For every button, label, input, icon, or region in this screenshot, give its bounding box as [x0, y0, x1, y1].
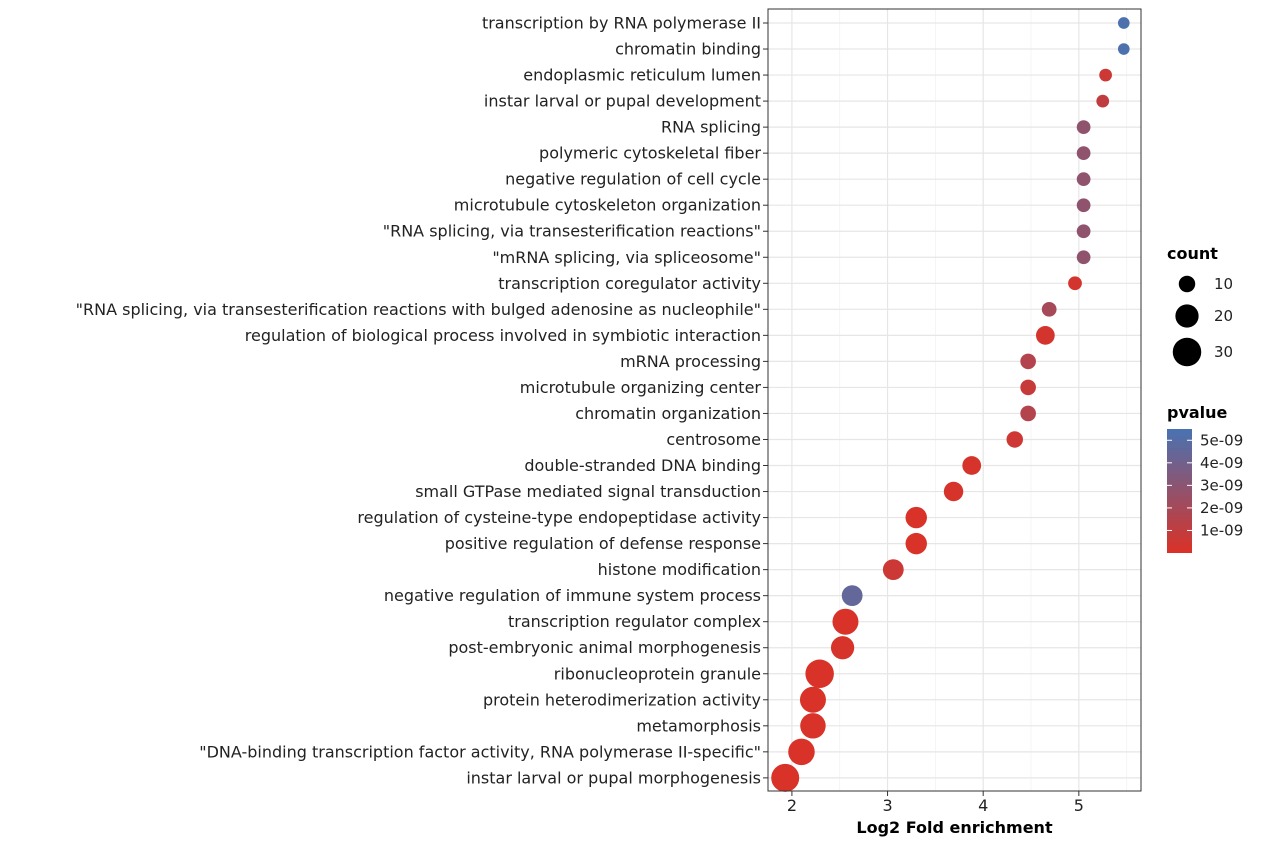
y-tick-label: endoplasmic reticulum lumen — [523, 66, 761, 85]
color-legend: pvalue 5e-09 4e-09 3e-09 2e-09 1e-09 — [1167, 403, 1243, 553]
data-point — [1096, 94, 1110, 108]
data-point — [805, 659, 834, 688]
data-point — [841, 585, 863, 607]
y-tick-label: double-stranded DNA binding — [524, 456, 761, 475]
y-tick-label: "RNA splicing, via transesterification r… — [383, 222, 761, 241]
data-point — [1076, 250, 1091, 265]
y-tick-label: "RNA splicing, via transesterification r… — [76, 300, 761, 319]
data-point — [1076, 172, 1091, 187]
y-tick-label: transcription regulator complex — [508, 612, 761, 631]
x-axis: 2 3 4 5 — [787, 791, 1084, 815]
color-legend-label: 4e-09 — [1200, 454, 1243, 472]
y-tick-label: protein heterodimerization activity — [483, 690, 761, 709]
data-point — [1076, 146, 1091, 161]
plot-panel — [767, 8, 1142, 792]
data-point — [1035, 325, 1055, 345]
data-point — [1099, 68, 1112, 82]
x-tick-label: 5 — [1074, 796, 1084, 815]
size-legend-label: 10 — [1214, 275, 1233, 293]
color-legend-label: 5e-09 — [1200, 431, 1243, 449]
data-point — [1020, 353, 1036, 370]
y-tick-label: RNA splicing — [661, 118, 761, 137]
y-tick-label: positive regulation of defense response — [445, 534, 761, 553]
size-legend-title: count — [1167, 244, 1218, 263]
data-point — [1068, 276, 1082, 291]
x-tick-label: 4 — [978, 796, 988, 815]
y-tick-label: regulation of cysteine-type endopeptidas… — [357, 508, 761, 527]
y-tick-label: histone modification — [598, 560, 761, 579]
color-legend-bar — [1167, 429, 1192, 553]
size-legend-key — [1175, 304, 1199, 328]
color-legend-label: 2e-09 — [1200, 499, 1243, 517]
y-tick-label: regulation of biological process involve… — [245, 326, 761, 345]
y-tick-label: transcription by RNA polymerase II — [482, 14, 761, 33]
y-tick-label: metamorphosis — [636, 716, 761, 735]
data-point — [1020, 379, 1036, 396]
data-point — [1117, 17, 1130, 29]
y-tick-label: transcription coregulator activity — [498, 274, 761, 293]
size-legend-label: 20 — [1214, 307, 1233, 325]
y-tick-label: instar larval or pupal development — [484, 92, 761, 111]
grid — [768, 9, 1141, 791]
y-tick-label: polymeric cytoskeletal fiber — [539, 144, 761, 163]
data-point — [1006, 431, 1023, 448]
y-axis: transcription by RNA polymerase II chroma… — [76, 14, 768, 787]
y-tick-label: small GTPase mediated signal transductio… — [415, 482, 761, 501]
data-points — [771, 17, 1130, 792]
data-point — [905, 506, 927, 529]
data-point — [771, 763, 800, 792]
data-point — [905, 532, 927, 555]
data-point — [1020, 405, 1036, 422]
data-point — [800, 713, 826, 739]
size-legend: count 10 20 30 — [1167, 244, 1233, 367]
color-legend-label: 1e-09 — [1200, 521, 1243, 539]
data-point — [962, 456, 982, 475]
color-legend-label: 3e-09 — [1200, 476, 1243, 494]
y-tick-label: post-embryonic animal morphogenesis — [448, 638, 761, 657]
y-tick-label: "mRNA splicing, via spliceosome" — [492, 248, 761, 267]
data-point — [788, 738, 815, 766]
data-point — [799, 686, 826, 713]
size-legend-key — [1172, 337, 1202, 367]
y-tick-label: instar larval or pupal morphogenesis — [466, 768, 761, 787]
x-axis-title: Log2 Fold enrichment — [856, 818, 1053, 837]
data-point — [830, 636, 855, 660]
y-tick-label: "DNA-binding transcription factor activi… — [199, 742, 761, 761]
x-tick-label: 2 — [787, 796, 797, 815]
y-tick-label: centrosome — [666, 430, 761, 449]
size-legend-label: 30 — [1214, 343, 1233, 361]
y-tick-label: chromatin binding — [615, 40, 761, 59]
y-tick-label: negative regulation of immune system pro… — [384, 586, 761, 605]
data-point — [882, 559, 904, 581]
data-point — [1076, 120, 1091, 134]
data-point — [1041, 301, 1057, 317]
data-point — [1076, 224, 1091, 239]
y-tick-label: microtubule organizing center — [520, 378, 762, 397]
color-legend-title: pvalue — [1167, 403, 1228, 422]
y-tick-label: chromatin organization — [575, 404, 761, 423]
y-tick-label: mRNA processing — [620, 352, 761, 371]
size-legend-key — [1178, 275, 1196, 293]
data-point — [943, 481, 964, 502]
y-tick-label: microtubule cytoskeleton organization — [454, 196, 761, 215]
data-point — [1076, 198, 1091, 213]
y-tick-label: negative regulation of cell cycle — [505, 170, 761, 189]
data-point — [832, 608, 859, 635]
x-tick-label: 3 — [882, 796, 892, 815]
y-tick-label: ribonucleoprotein granule — [554, 664, 761, 683]
data-point — [1117, 43, 1130, 55]
